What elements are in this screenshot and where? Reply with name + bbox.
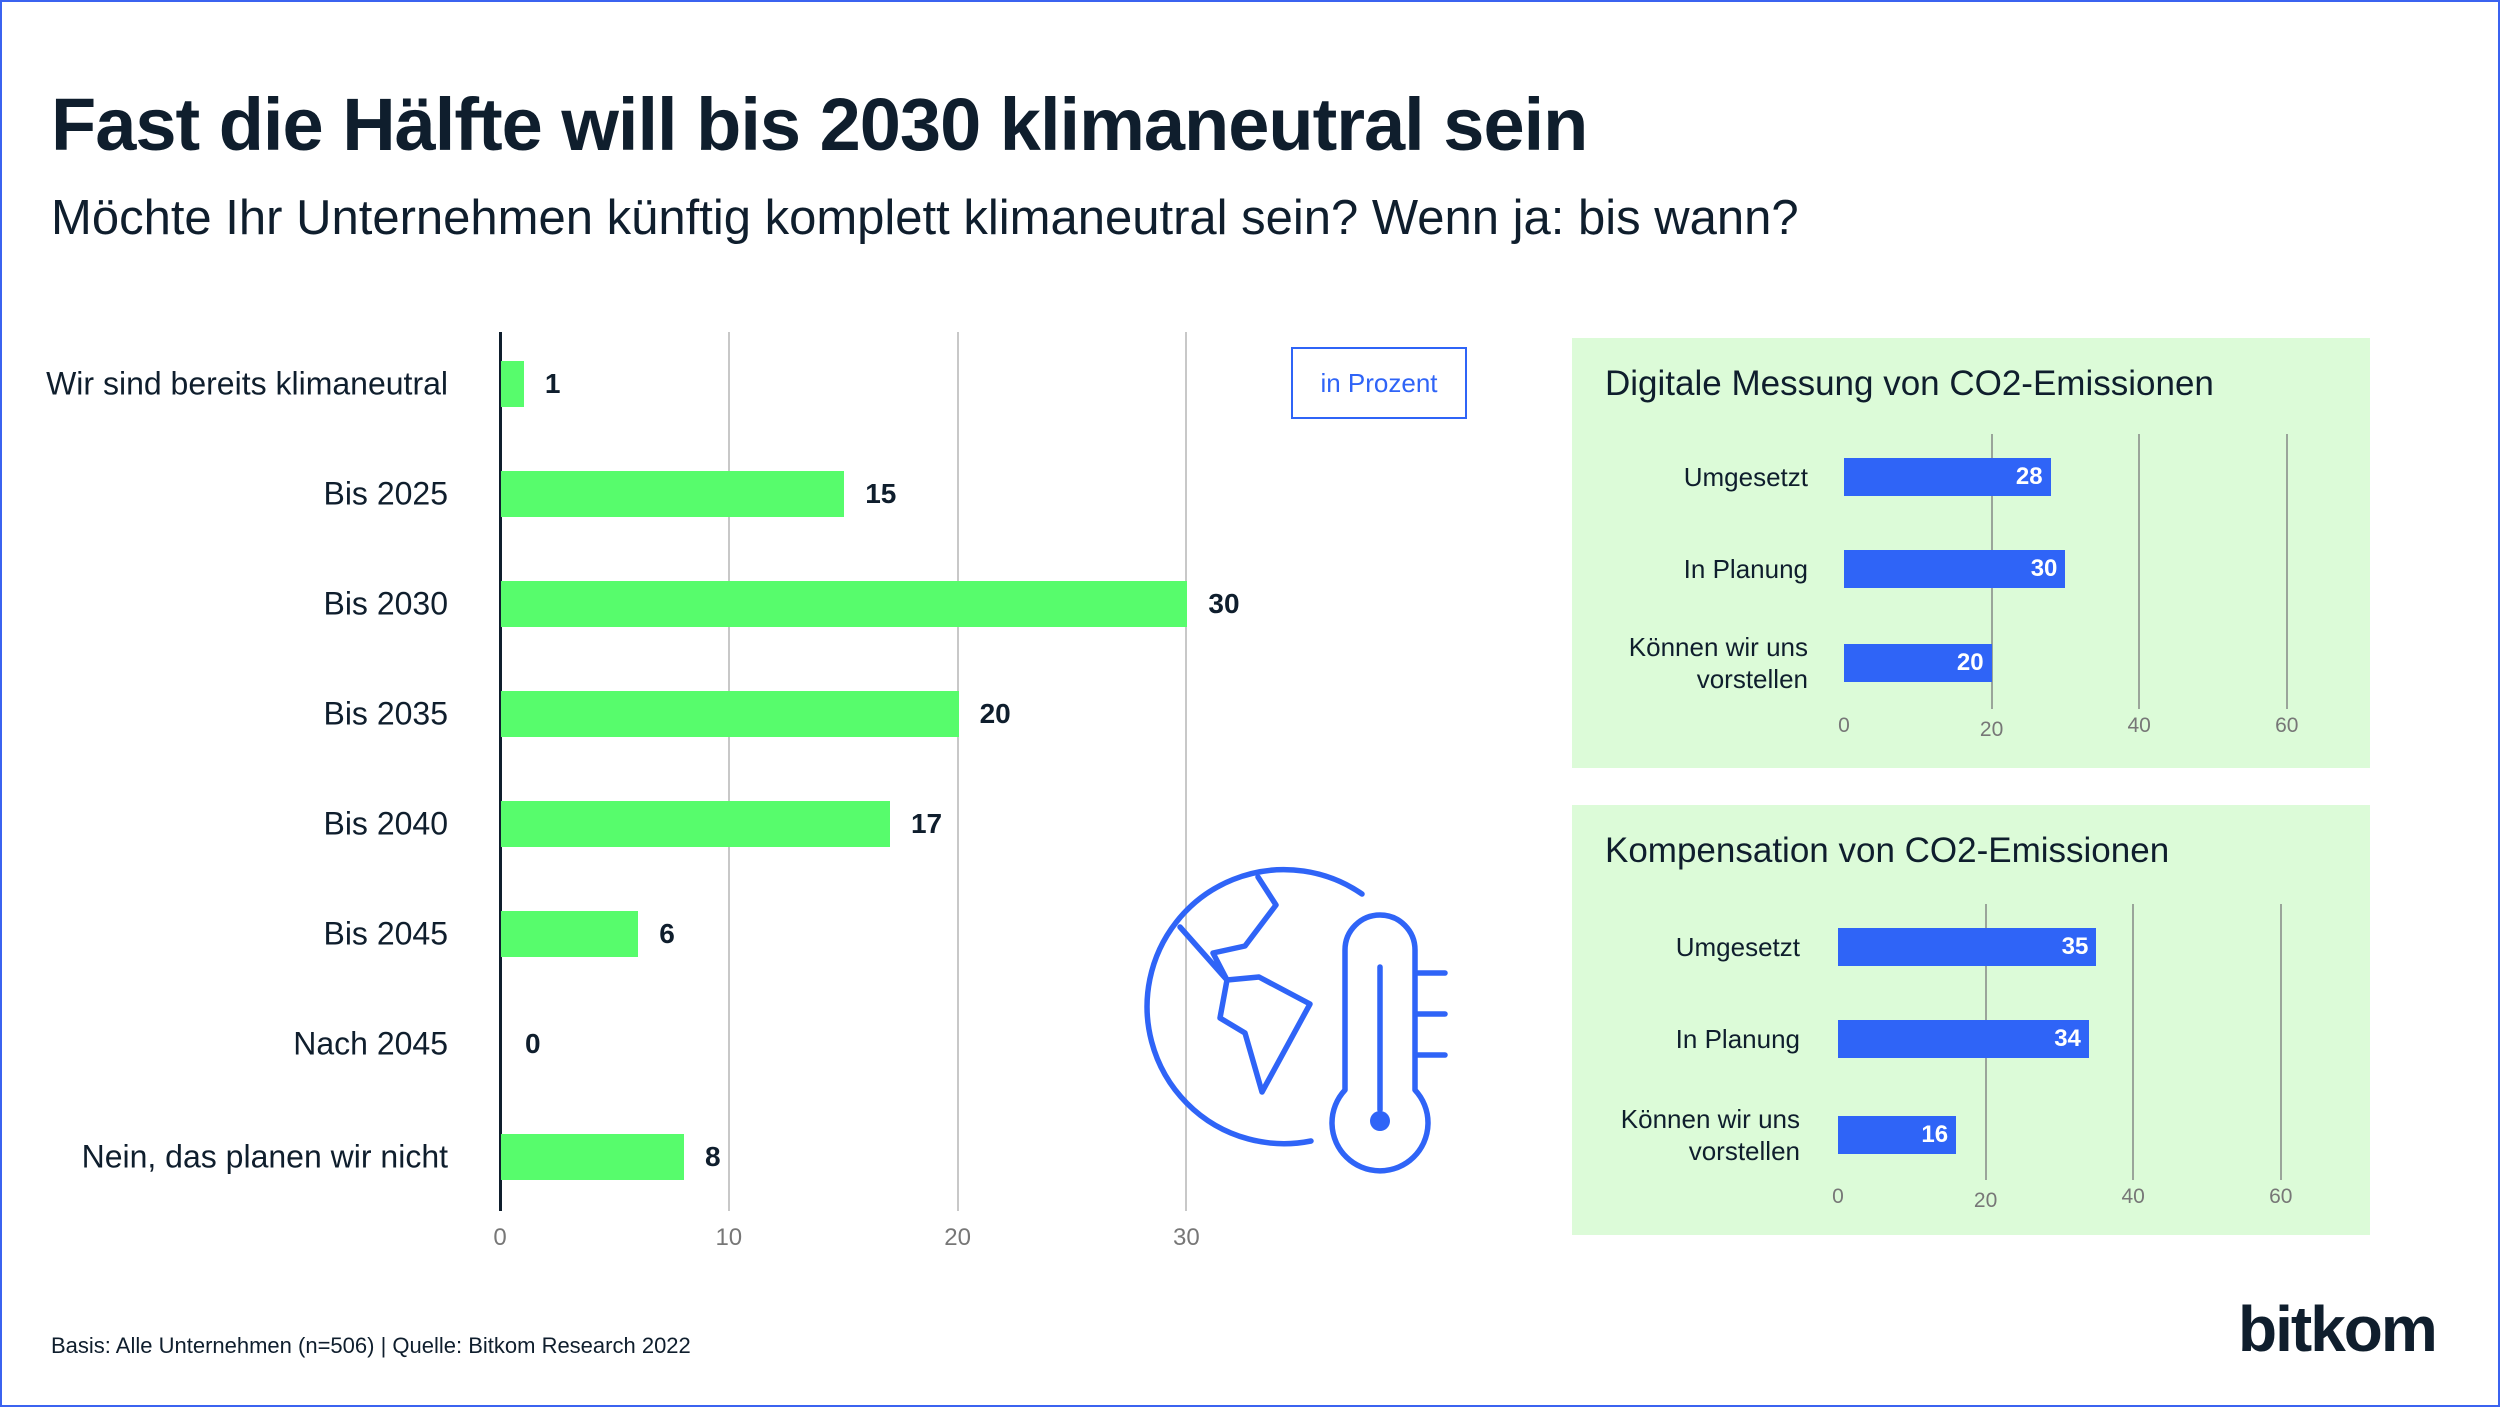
gridline [956, 332, 959, 1211]
x-tick-label: 0 [493, 1224, 507, 1251]
bar [501, 581, 1188, 627]
category-label: Bis 2035 [323, 695, 448, 732]
chart-title: Fast die Hälfte will bis 2030 klimaneutr… [51, 83, 1588, 166]
panel-title: Kompensation von CO2-Emissionen [1605, 831, 2170, 870]
category-label: Bis 2040 [323, 805, 448, 842]
data-label: 15 [865, 478, 897, 509]
x-tick-label: 20 [1973, 1189, 1998, 1212]
x-tick-label: 60 [2269, 1185, 2293, 1208]
data-label: 34 [2054, 1025, 2081, 1052]
data-label: 16 [1921, 1121, 1949, 1148]
bar [501, 471, 845, 517]
data-label: 35 [2061, 933, 2089, 960]
source-footer: Basis: Alle Unternehmen (n=506) | Quelle… [51, 1333, 691, 1358]
bar: 30 [1844, 550, 2066, 588]
unit-label: in Prozent [1320, 367, 1438, 398]
x-tick-label: 30 [1173, 1224, 1200, 1251]
gridline [2285, 434, 2288, 709]
gridline [2279, 904, 2282, 1180]
gridline [727, 332, 730, 1211]
data-label: 6 [659, 918, 675, 949]
gridline [2138, 434, 2141, 709]
data-label: 8 [705, 1141, 721, 1172]
thermometer-body [1329, 912, 1431, 1174]
bar [501, 691, 959, 737]
category-label: Können wir uns vorstellen [1628, 632, 1808, 694]
x-tick-label: 0 [1832, 1185, 1844, 1208]
category-label: Wir sind bereits klimaneutral [46, 365, 448, 402]
category-label: Können wir uns vorstellen [1620, 1104, 1800, 1166]
gridline [1185, 332, 1188, 1211]
category-label: In Planung [1675, 1024, 1800, 1054]
bar: 28 [1844, 458, 2051, 496]
x-tick-label: 40 [2127, 714, 2151, 737]
x-tick-label: 60 [2275, 714, 2299, 737]
category-label: Umgesetzt [1675, 932, 1800, 962]
x-tick-label: 0 [1838, 714, 1850, 737]
chart-subtitle: Möchte Ihr Unternehmen künftig komplett … [51, 191, 1799, 245]
bar: 20 [1844, 644, 1992, 682]
category-label: Bis 2045 [323, 915, 448, 952]
x-tick-label: 20 [1979, 718, 2004, 741]
category-label: Nein, das planen wir nicht [81, 1138, 448, 1175]
unit-label-box: in Prozent [1291, 347, 1467, 419]
x-tick-label: 40 [2121, 1185, 2145, 1208]
bitkom-logo: bitkom [2238, 1293, 2438, 1365]
bar [501, 1134, 685, 1180]
category-label: Umgesetzt [1683, 462, 1808, 492]
data-label: 30 [2030, 555, 2058, 582]
panel-digital-measurement: Digitale Messung von CO2-Emissionen 0 20 4… [1572, 338, 2370, 768]
data-label: 30 [1208, 588, 1240, 619]
panel-title: Digitale Messung von CO2-Emissionen [1605, 364, 2214, 403]
y-axis-line [499, 332, 502, 1211]
category-label: Bis 2030 [323, 585, 448, 622]
globe-outline [1144, 866, 1365, 1147]
bar: 34 [1838, 1020, 2089, 1058]
bar [501, 911, 639, 957]
x-tick-label: 10 [715, 1224, 743, 1251]
data-label: 1 [544, 368, 561, 399]
data-label: 28 [2015, 463, 2043, 490]
continent-south [1217, 974, 1313, 1095]
data-label: 20 [979, 698, 1011, 729]
data-label: 20 [1956, 649, 1984, 676]
category-label: In Planung [1683, 554, 1808, 584]
x-tick-label: 20 [944, 1224, 971, 1251]
data-label: 17 [910, 808, 943, 839]
continent-north [1177, 874, 1279, 983]
category-label: Bis 2025 [323, 475, 448, 512]
bar: 35 [1838, 928, 2097, 966]
globe-thermometer-icon [1144, 866, 1448, 1174]
bar: 16 [1838, 1116, 1957, 1154]
bar [501, 801, 890, 847]
gridline [2132, 904, 2135, 1180]
category-label: Nach 2045 [293, 1025, 448, 1062]
data-label: 0 [525, 1028, 541, 1059]
bar [501, 361, 524, 407]
panel-compensation: Kompensation von CO2-Emissionen 0 20 40 60 U… [1572, 805, 2370, 1235]
